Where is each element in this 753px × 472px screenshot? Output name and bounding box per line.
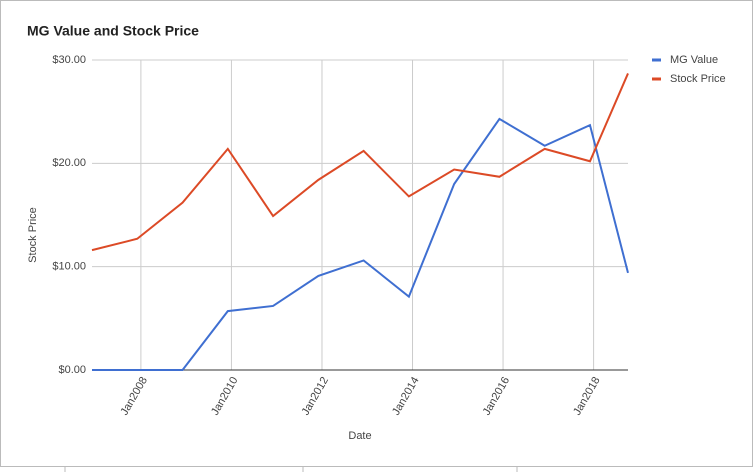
series-line xyxy=(91,73,629,252)
x-axis-title: Date xyxy=(348,430,371,442)
y-tick-label: $10.00 xyxy=(52,261,86,273)
y-tick-label: $30.00 xyxy=(52,54,86,66)
chart-title: MG Value and Stock Price xyxy=(27,23,199,39)
y-tick-label: $0.00 xyxy=(58,364,86,376)
series-line xyxy=(92,117,629,371)
y-tick-label: $20.00 xyxy=(52,157,86,169)
legend-swatch xyxy=(652,58,661,62)
legend-label: Stock Price xyxy=(670,73,726,85)
legend-swatch xyxy=(652,77,661,81)
y-axis-title: Stock Price xyxy=(27,207,39,263)
legend-label: MG Value xyxy=(670,54,718,66)
